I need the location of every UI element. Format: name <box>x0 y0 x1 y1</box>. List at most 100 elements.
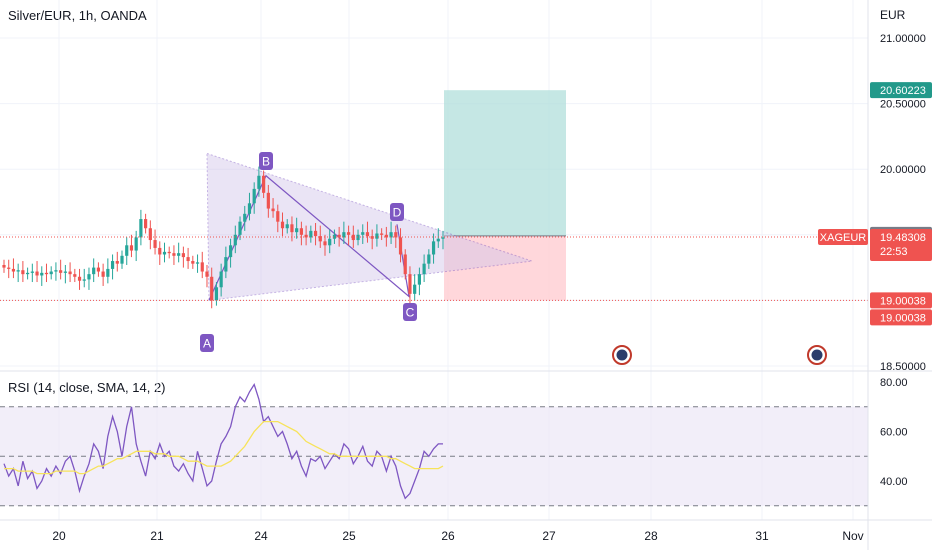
candle-body <box>68 271 72 275</box>
candle-body <box>431 241 436 255</box>
candle-body <box>96 267 101 272</box>
candle-body <box>365 232 370 237</box>
rsi-y-tick-label: 80.00 <box>880 377 908 389</box>
candle-body <box>299 228 303 235</box>
candle-body <box>290 224 294 233</box>
symbol-tag: XAGEUR <box>820 232 867 244</box>
x-tick-label: Nov <box>842 529 863 543</box>
candle-body <box>148 228 152 241</box>
candle-body <box>346 232 351 235</box>
last-price-tag: 19.48308 <box>880 232 926 244</box>
candle-body <box>26 272 30 275</box>
candle-body <box>266 192 270 209</box>
candle-body <box>63 271 67 273</box>
rsi-plot <box>0 382 868 507</box>
candle-body <box>120 255 124 264</box>
last-price-tag-bg <box>870 229 932 262</box>
candle-body <box>134 237 138 251</box>
target-zone <box>444 90 566 236</box>
candle-body <box>177 253 181 256</box>
candle-body <box>332 234 337 239</box>
pattern-label-c: C <box>406 306 415 320</box>
x-tick-label: 20 <box>52 529 66 543</box>
stop-price-tag-b: 19.00038 <box>880 312 926 324</box>
candle-body <box>337 234 341 238</box>
y-tick-label: 20.00000 <box>880 164 926 176</box>
candle-body <box>172 253 176 256</box>
candle-body <box>153 240 157 248</box>
candle-body <box>313 230 318 237</box>
stop-price-tag-b-bg <box>870 309 932 326</box>
y-tick-label: 18.50000 <box>880 361 926 373</box>
candle-body <box>101 271 105 277</box>
candle-body <box>106 268 110 277</box>
pattern-triangle <box>206 152 533 301</box>
candle-body <box>186 257 190 262</box>
candle-body <box>238 221 242 235</box>
x-tick-label: 26 <box>441 529 455 543</box>
rsi-line <box>3 382 443 500</box>
candle-body <box>247 203 252 214</box>
candle-body <box>195 262 200 264</box>
candle-body <box>228 245 233 258</box>
chart-title: Silver/EUR, 1h, OANDA <box>8 8 147 23</box>
candle-body <box>323 241 327 246</box>
candle-body <box>115 261 119 264</box>
target-price-tag-bg <box>870 82 932 99</box>
candle-body <box>59 270 63 273</box>
candle-body <box>408 274 412 294</box>
stop-price-tag-a: 19.00038 <box>880 295 926 307</box>
price-tags: 20.6022319.4920019.4830822:53XAGEUR19.00… <box>818 82 932 326</box>
candle-body <box>403 254 407 275</box>
candle-body <box>375 233 379 239</box>
pattern-label-bg-c <box>403 303 417 321</box>
candles <box>2 166 445 309</box>
candle-body <box>356 234 360 241</box>
candle-body <box>280 221 285 229</box>
candle-body <box>77 276 82 281</box>
candle-body <box>422 263 426 275</box>
candle-body <box>398 237 403 255</box>
pattern-legs <box>208 174 410 301</box>
candle-body <box>427 254 431 264</box>
candle-body <box>125 245 129 256</box>
candle-body <box>205 271 209 277</box>
candle-body <box>21 270 25 275</box>
x-tick-label: 31 <box>755 529 769 543</box>
candle-body <box>11 268 16 272</box>
pattern-label-b: B <box>262 155 270 169</box>
candle-body <box>328 238 332 246</box>
candle-body <box>389 232 393 238</box>
candle-body <box>436 238 440 242</box>
candle-body <box>139 219 143 238</box>
candle-body <box>342 232 346 238</box>
candle-body <box>252 188 256 204</box>
candle-body <box>54 270 58 272</box>
event-marker-core <box>811 349 823 361</box>
pattern-label-bg-b <box>259 152 273 170</box>
candle-body <box>30 271 34 273</box>
countdown-tag: 22:53 <box>880 246 908 258</box>
candle-body <box>276 211 280 222</box>
candle-body <box>417 274 421 285</box>
candle-body <box>210 276 214 301</box>
currency-label: EUR <box>880 8 906 22</box>
candle-body <box>129 245 134 251</box>
candle-body <box>351 234 355 241</box>
rsi-sma-line <box>4 420 444 475</box>
symbol-tag-bg <box>818 229 868 246</box>
candle-body <box>219 271 223 288</box>
rsi-y-tick-label: 60.00 <box>880 427 908 439</box>
candle-body <box>394 232 398 238</box>
rsi-y-tick-label: 40.00 <box>880 476 908 488</box>
candle-body <box>158 247 162 255</box>
candle-body <box>271 208 275 212</box>
candle-body <box>257 175 261 189</box>
candle-body <box>92 267 96 275</box>
x-tick-label: 28 <box>644 529 658 543</box>
pattern-label-a: A <box>203 337 211 351</box>
candle-body <box>285 224 289 229</box>
candle-body <box>144 219 148 229</box>
